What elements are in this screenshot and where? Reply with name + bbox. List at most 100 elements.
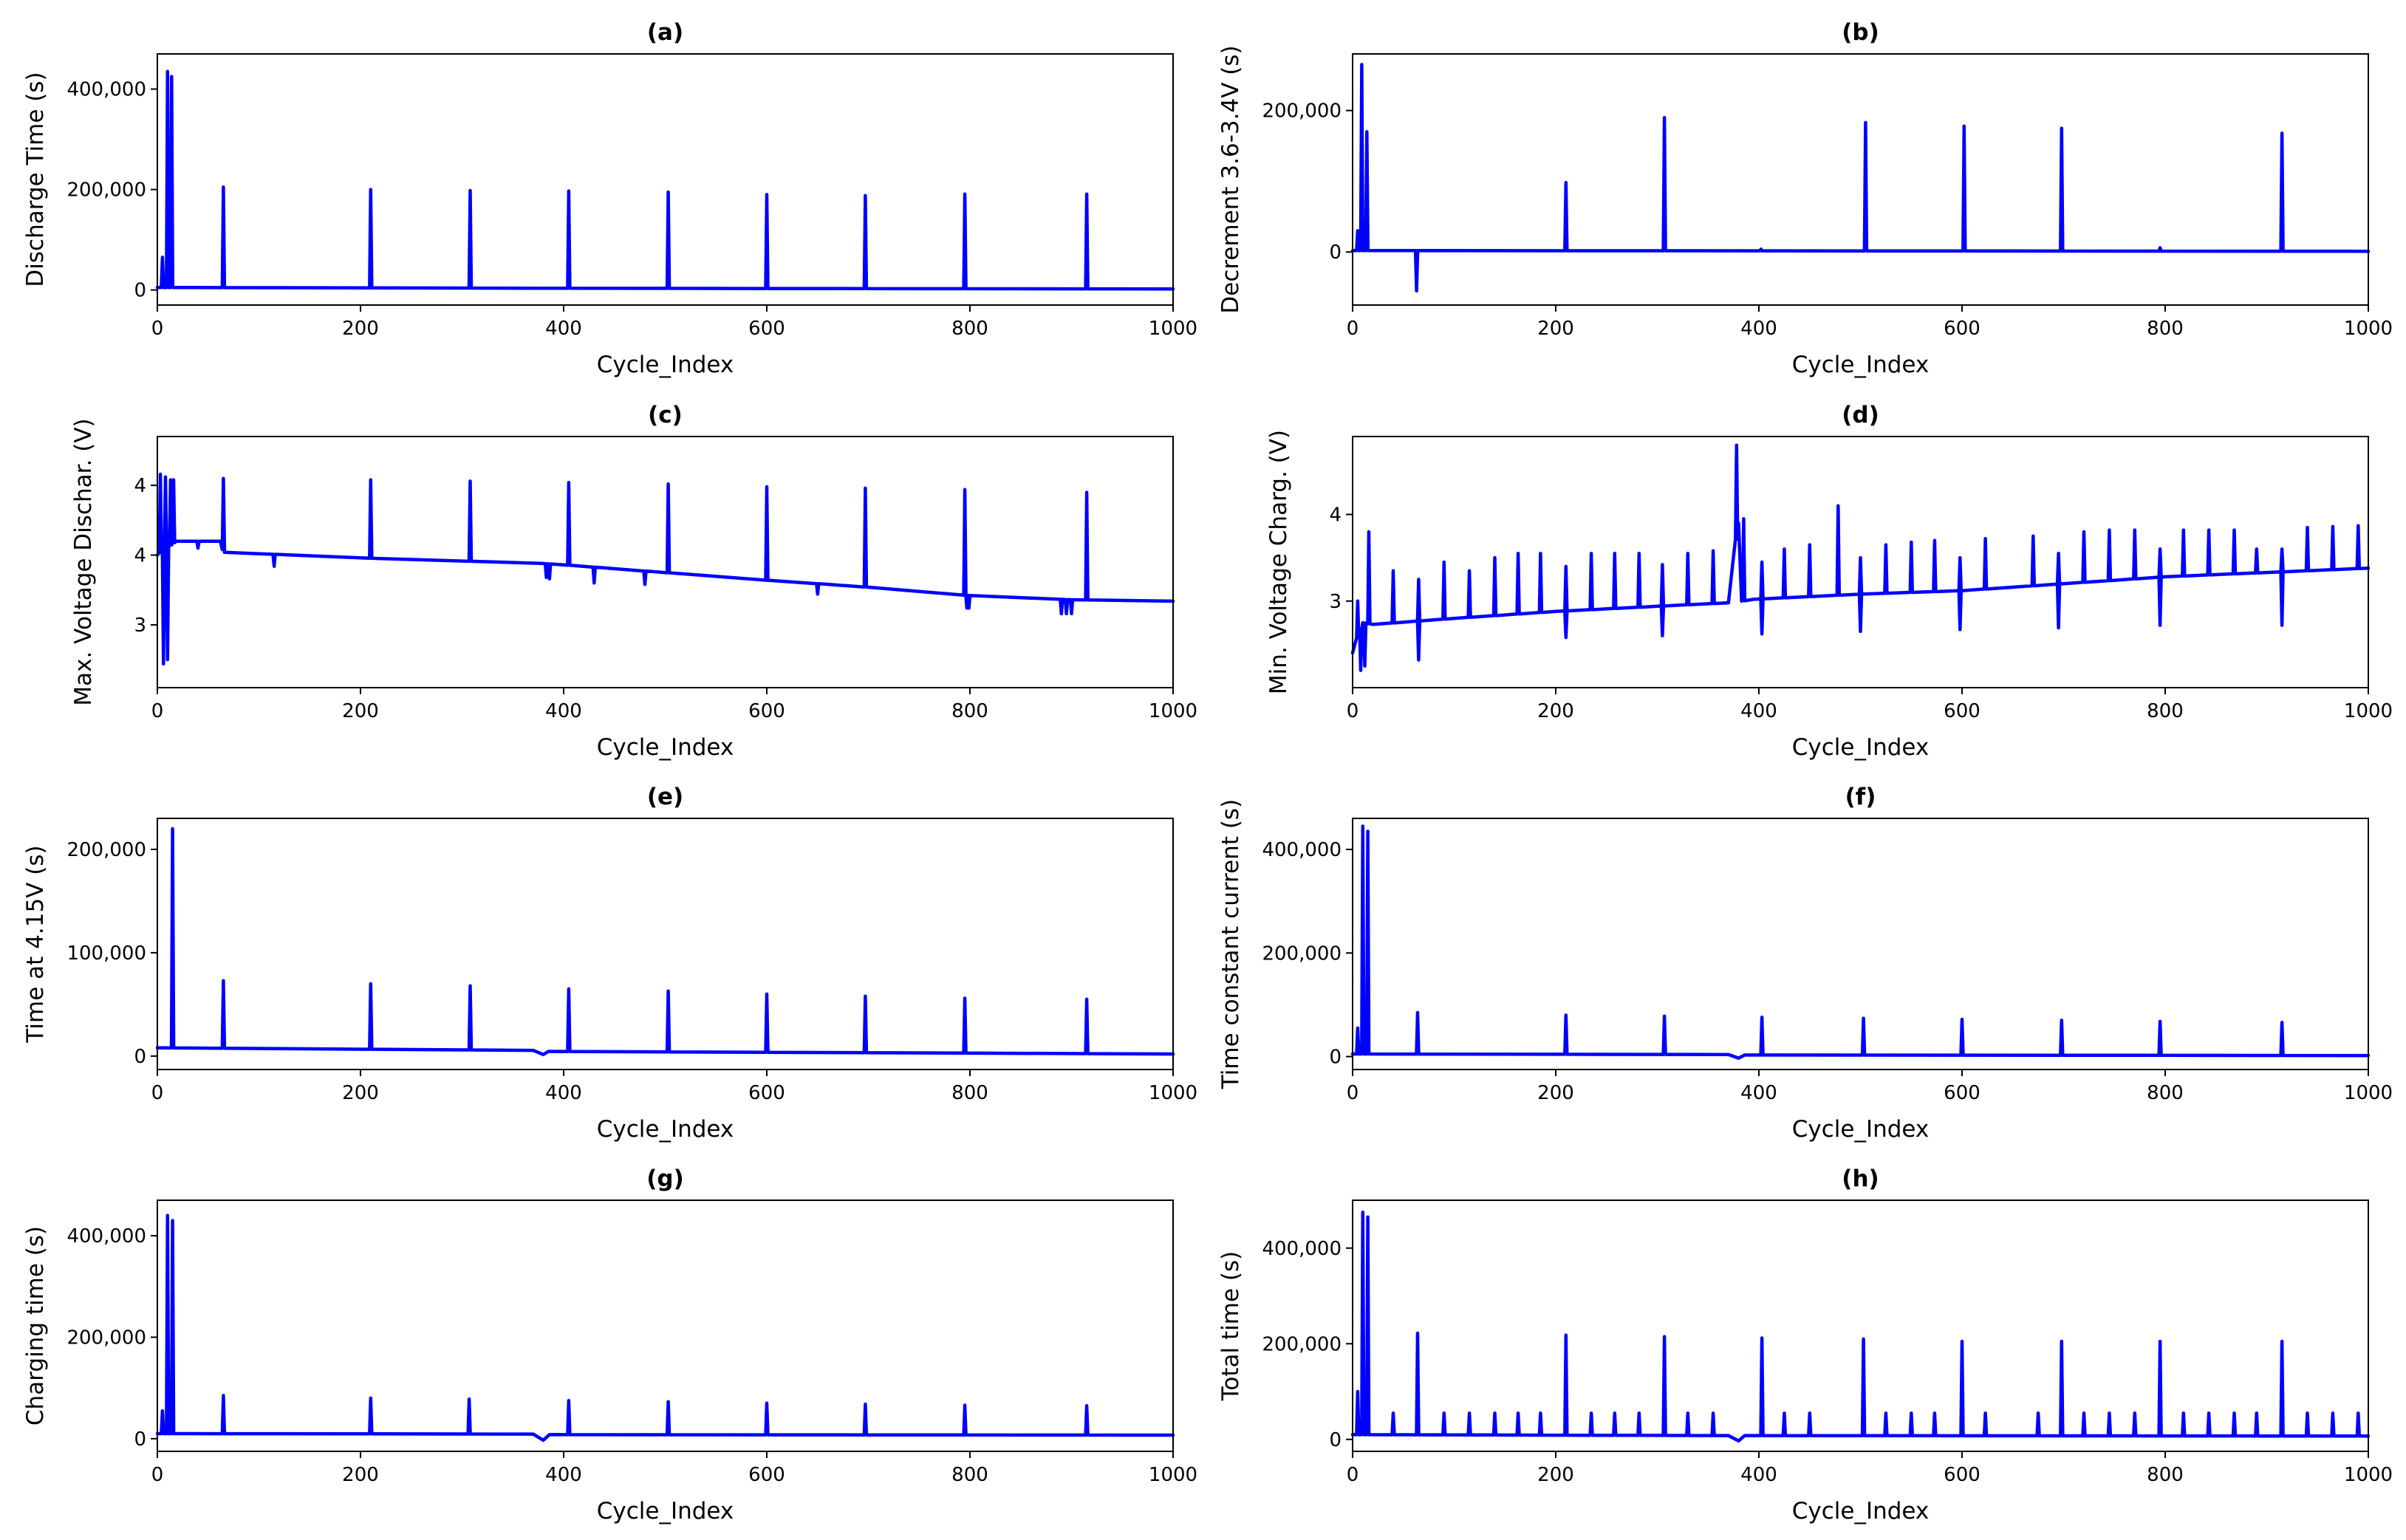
x-tick-label: 1000 xyxy=(2344,1464,2393,1486)
x-tick-label: 800 xyxy=(951,1464,988,1486)
x-tick-label: 600 xyxy=(1944,700,1980,722)
x-tick-label: 0 xyxy=(1347,1082,1359,1104)
y-axis-label: Time constant current (s) xyxy=(1217,799,1244,1089)
x-tick-label: 1000 xyxy=(2344,700,2393,722)
x-tick-label: 800 xyxy=(2147,1464,2184,1486)
series-line-b xyxy=(1350,63,2371,293)
x-tick-label: 400 xyxy=(1740,318,1777,340)
axes-frame-h xyxy=(1352,1200,2369,1452)
x-tick-label: 800 xyxy=(2147,318,2184,340)
x-tick-label: 1000 xyxy=(1149,1082,1197,1104)
x-tick-label: 600 xyxy=(748,318,785,340)
y-axis-label: Decrement 3.6-3.4V (s) xyxy=(1217,45,1244,313)
series-line-g xyxy=(155,1214,1175,1443)
panel-title-c: (c) xyxy=(648,402,683,428)
x-tick-label: 200 xyxy=(342,1082,379,1104)
x-tick-label: 200 xyxy=(1537,1464,1574,1486)
x-axis-label: Cycle_Index xyxy=(1792,1498,1930,1524)
x-tick-label: 400 xyxy=(1740,1082,1777,1104)
x-tick-label: 0 xyxy=(1347,700,1359,722)
axes-frame-d xyxy=(1352,436,2369,688)
x-tick-label: 400 xyxy=(1740,700,1777,722)
series-line-h xyxy=(1350,1210,2371,1443)
panel-title-f: (f) xyxy=(1845,784,1876,810)
y-tick-label: 400,000 xyxy=(66,79,146,101)
y-tick-label: 0 xyxy=(1329,1429,1342,1451)
axes-frame-c xyxy=(157,436,1174,688)
y-axis-label: Discharge Time (s) xyxy=(22,72,49,287)
y-tick-label: 3 xyxy=(1329,591,1342,613)
x-tick-label: 400 xyxy=(1740,1464,1777,1486)
y-tick-label: 200,000 xyxy=(66,1327,146,1349)
axes-frame-a xyxy=(157,53,1174,306)
x-tick-label: 800 xyxy=(2147,700,2184,722)
x-tick-label: 200 xyxy=(342,318,379,340)
y-tick-label: 0 xyxy=(134,280,146,302)
x-tick-label: 1000 xyxy=(1149,700,1197,722)
panel-title-g: (g) xyxy=(646,1166,684,1192)
x-tick-label: 800 xyxy=(951,318,988,340)
y-tick-label: 200,000 xyxy=(1262,942,1342,965)
y-tick-label: 400,000 xyxy=(66,1225,146,1248)
x-tick-label: 600 xyxy=(748,1082,785,1104)
x-tick-label: 0 xyxy=(1347,1464,1359,1486)
panel-a: 0 200 400 600 800 1000 0 200,000 400,000 (a) Cycle… xyxy=(22,19,1197,378)
panel-h: 0 200 400 600 800 1000 0 200,000 400,000 (h) Cycle… xyxy=(1217,1166,2393,1524)
axes-frame-f xyxy=(1352,818,2369,1070)
x-tick-label: 0 xyxy=(151,1464,164,1486)
y-axis-label: Time at 4.15V (s) xyxy=(22,845,49,1043)
x-tick-label: 200 xyxy=(1537,700,1574,722)
y-tick-label: 0 xyxy=(1329,1046,1342,1068)
y-tick-label: 200,000 xyxy=(1262,100,1342,123)
y-axis-label: Total time (s) xyxy=(1217,1251,1244,1401)
panel-f: 0 200 400 600 800 1000 0 200,000 400,000 (f) Cycle… xyxy=(1217,784,2393,1143)
x-tick-label: 0 xyxy=(151,318,164,340)
y-tick-label: 400,000 xyxy=(1262,839,1342,861)
y-tick-label: 0 xyxy=(134,1046,146,1068)
x-tick-label: 600 xyxy=(748,1464,785,1486)
x-tick-label: 0 xyxy=(151,700,164,722)
y-tick-label: 100,000 xyxy=(66,942,146,965)
x-tick-label: 200 xyxy=(342,1464,379,1486)
y-tick-label: 3 xyxy=(134,615,146,637)
panel-g: 0 200 400 600 800 1000 0 200,000 400,000 (g) Cycle… xyxy=(22,1166,1197,1524)
y-tick-label: 0 xyxy=(134,1428,146,1451)
x-axis-label: Cycle_Index xyxy=(597,734,734,761)
series-line-c xyxy=(155,472,1175,666)
x-tick-label: 200 xyxy=(1537,318,1574,340)
x-tick-label: 600 xyxy=(748,700,785,722)
x-tick-label: 800 xyxy=(951,700,988,722)
x-tick-label: 600 xyxy=(1944,318,1980,340)
series-line-f xyxy=(1350,824,2371,1060)
panel-title-a: (a) xyxy=(647,19,683,46)
series-line-a xyxy=(155,69,1175,291)
panel-title-d: (d) xyxy=(1842,402,1879,428)
y-tick-label: 4 xyxy=(1329,504,1342,527)
series-line-d xyxy=(1350,443,2371,672)
x-axis-label: Cycle_Index xyxy=(1792,734,1930,761)
x-axis-label: Cycle_Index xyxy=(597,1116,734,1143)
x-tick-label: 1000 xyxy=(1149,318,1197,340)
axes-frame-b xyxy=(1352,53,2369,306)
x-tick-label: 400 xyxy=(545,1082,582,1104)
x-tick-label: 0 xyxy=(1347,318,1359,340)
x-axis-label: Cycle_Index xyxy=(1792,352,1930,378)
y-tick-label: 4 xyxy=(134,475,146,497)
y-axis-label: Charging time (s) xyxy=(22,1226,49,1426)
x-tick-label: 0 xyxy=(151,1082,164,1104)
x-tick-label: 600 xyxy=(1944,1082,1980,1104)
panel-c: 0 200 400 600 800 1000 3 4 4 (c) Cycle_Index Max. V… xyxy=(70,402,1197,761)
y-tick-label: 400,000 xyxy=(1262,1238,1342,1260)
x-tick-label: 1000 xyxy=(2344,318,2393,340)
y-axis-label: Max. Voltage Dischar. (V) xyxy=(70,418,97,705)
y-tick-label: 200,000 xyxy=(66,839,146,861)
panel-title-e: (e) xyxy=(647,784,683,810)
axes-frame-e xyxy=(157,818,1174,1070)
x-tick-label: 400 xyxy=(545,700,582,722)
axes-frame-g xyxy=(157,1200,1174,1452)
y-tick-label: 200,000 xyxy=(1262,1333,1342,1355)
x-tick-label: 600 xyxy=(1944,1464,1980,1486)
x-tick-label: 1000 xyxy=(1149,1464,1197,1486)
panel-d: 0 200 400 600 800 1000 3 4 (d) Cycle_Index Min. Vo… xyxy=(1265,402,2393,761)
